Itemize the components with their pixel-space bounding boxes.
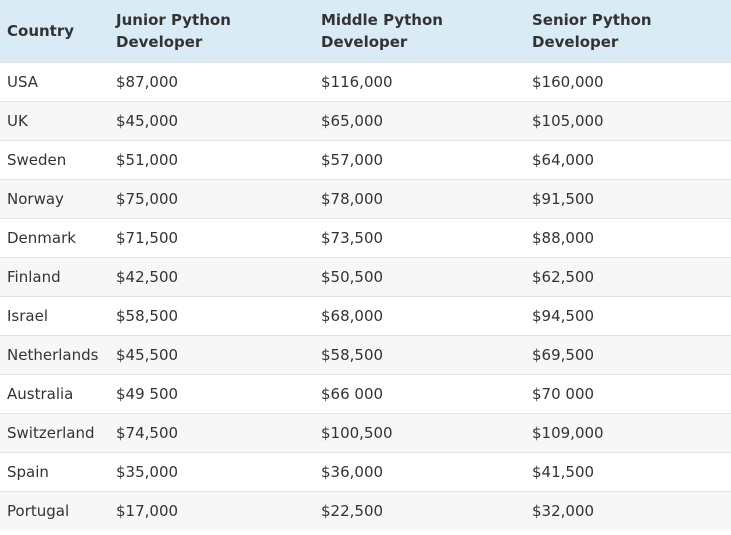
table-cell: $100,500 bbox=[314, 413, 525, 453]
table-cell: $88,000 bbox=[525, 218, 731, 258]
table-row: Israel $58,500 $68,000 $94,500 bbox=[0, 296, 731, 336]
table-cell: $91,500 bbox=[525, 179, 731, 219]
table-cell: $71,500 bbox=[109, 218, 314, 258]
table-cell: Finland bbox=[0, 257, 109, 297]
table-cell: $65,000 bbox=[314, 101, 525, 141]
table-cell: $22,500 bbox=[314, 491, 525, 530]
table-cell: $36,000 bbox=[314, 452, 525, 492]
table-cell: $64,000 bbox=[525, 140, 731, 180]
table-cell: $57,000 bbox=[314, 140, 525, 180]
table-cell: $50,500 bbox=[314, 257, 525, 297]
header-cell: Junior Python Developer bbox=[109, 0, 314, 63]
table-body: USA $87,000 $116,000 $160,000 UK $45,000 $65,0… bbox=[0, 62, 731, 530]
table-cell: $32,000 bbox=[525, 491, 731, 530]
table-cell: $51,000 bbox=[109, 140, 314, 180]
table-cell: $17,000 bbox=[109, 491, 314, 530]
table-row: Netherlands $45,500 $58,500 $69,500 bbox=[0, 335, 731, 375]
table-cell: $41,500 bbox=[525, 452, 731, 492]
table-cell: Netherlands bbox=[0, 335, 109, 375]
header-cell: Country bbox=[0, 0, 109, 63]
table-cell: $74,500 bbox=[109, 413, 314, 453]
table-cell: $75,000 bbox=[109, 179, 314, 219]
table-cell: $78,000 bbox=[314, 179, 525, 219]
table-cell: Portugal bbox=[0, 491, 109, 530]
table-row: UK $45,000 $65,000 $105,000 bbox=[0, 101, 731, 141]
table-cell: $66 000 bbox=[314, 374, 525, 414]
table-row: Sweden $51,000 $57,000 $64,000 bbox=[0, 140, 731, 180]
table-cell: $68,000 bbox=[314, 296, 525, 336]
table-cell: $58,500 bbox=[314, 335, 525, 375]
table-cell: $69,500 bbox=[525, 335, 731, 375]
table-cell: $42,500 bbox=[109, 257, 314, 297]
header-cell: Middle Python Developer bbox=[314, 0, 525, 63]
table-cell: $73,500 bbox=[314, 218, 525, 258]
table-cell: $109,000 bbox=[525, 413, 731, 453]
table-cell: Denmark bbox=[0, 218, 109, 258]
table-cell: Sweden bbox=[0, 140, 109, 180]
table-cell: Australia bbox=[0, 374, 109, 414]
table-row: Finland $42,500 $50,500 $62,500 bbox=[0, 257, 731, 297]
table-cell: $45,500 bbox=[109, 335, 314, 375]
table-cell: $70 000 bbox=[525, 374, 731, 414]
table-cell: $58,500 bbox=[109, 296, 314, 336]
table-cell: $35,000 bbox=[109, 452, 314, 492]
table-cell: $105,000 bbox=[525, 101, 731, 141]
table-cell: $94,500 bbox=[525, 296, 731, 336]
table-row: Switzerland $74,500 $100,500 $109,000 bbox=[0, 413, 731, 453]
table-row: Denmark $71,500 $73,500 $88,000 bbox=[0, 218, 731, 258]
table-cell: $49 500 bbox=[109, 374, 314, 414]
table-header: Country Junior Python Developer Middle Pyt… bbox=[0, 0, 731, 63]
table-cell: Norway bbox=[0, 179, 109, 219]
table-row: Australia $49 500 $66 000 $70 000 bbox=[0, 374, 731, 414]
table-cell: $160,000 bbox=[525, 62, 731, 102]
table-cell: $116,000 bbox=[314, 62, 525, 102]
table-cell: $45,000 bbox=[109, 101, 314, 141]
table-row: Norway $75,000 $78,000 $91,500 bbox=[0, 179, 731, 219]
table-row: USA $87,000 $116,000 $160,000 bbox=[0, 62, 731, 102]
header-cell: Senior Python Developer bbox=[525, 0, 731, 63]
table-cell: Israel bbox=[0, 296, 109, 336]
table-row: Portugal $17,000 $22,500 $32,000 bbox=[0, 491, 731, 530]
table-cell: Spain bbox=[0, 452, 109, 492]
table-cell: Switzerland bbox=[0, 413, 109, 453]
table-row: Spain $35,000 $36,000 $41,500 bbox=[0, 452, 731, 492]
table-cell: USA bbox=[0, 62, 109, 102]
table-cell: $62,500 bbox=[525, 257, 731, 297]
table-cell: $87,000 bbox=[109, 62, 314, 102]
table-cell: UK bbox=[0, 101, 109, 141]
